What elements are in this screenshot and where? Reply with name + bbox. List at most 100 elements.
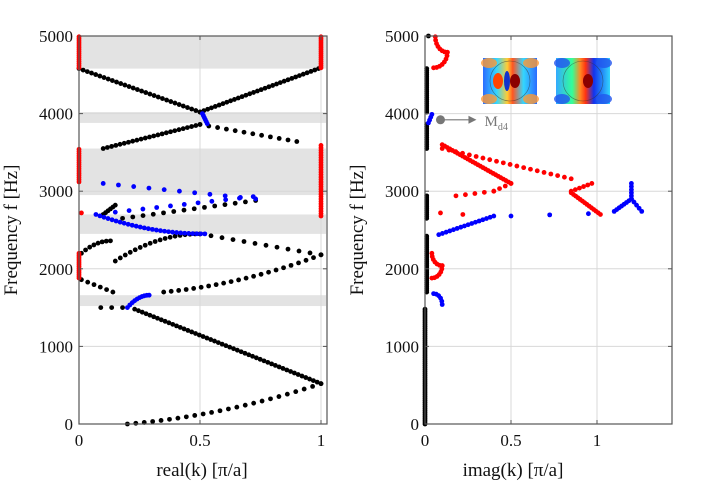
data-point: [507, 162, 513, 167]
data-point: [180, 126, 186, 132]
data-point: [562, 174, 567, 180]
data-point: [189, 106, 195, 112]
data-point: [109, 144, 115, 149]
data-point: [137, 245, 143, 250]
data-point: [280, 366, 286, 371]
data-point: [131, 184, 137, 189]
data-point: [453, 193, 459, 199]
data-point: [161, 210, 166, 216]
data-point: [183, 287, 189, 292]
data-point: [151, 133, 157, 139]
data-point: [453, 149, 459, 155]
data-point: [206, 283, 212, 289]
data-point: [209, 105, 214, 111]
data-point: [242, 402, 248, 408]
data-point: [97, 73, 103, 79]
data-point: [168, 129, 173, 135]
data-point: [270, 83, 276, 88]
axes-box: [424, 35, 673, 425]
data-point: [95, 240, 101, 246]
data-point: [473, 154, 479, 159]
bandgap-shade: [80, 36, 326, 69]
plot-area: [425, 36, 672, 424]
data-point: [190, 231, 196, 237]
data-point: [284, 367, 290, 373]
data-point: [307, 376, 312, 382]
data-point: [108, 238, 113, 244]
data-point: [154, 205, 160, 210]
data-point: [238, 349, 244, 355]
data-point: [476, 218, 482, 224]
data-point: [547, 212, 553, 218]
data-point: [250, 353, 255, 359]
annotation-subscript: d4: [498, 122, 508, 133]
data-point: [247, 91, 253, 97]
data-point: [167, 234, 173, 240]
inset-core: [583, 74, 593, 88]
data-point: [443, 229, 449, 235]
data-point: [231, 346, 236, 352]
data-point: [296, 260, 301, 266]
data-point: [293, 74, 299, 80]
data-point: [181, 326, 187, 332]
data-point: [142, 135, 148, 141]
data-point: [257, 356, 263, 362]
data-point: [274, 244, 280, 250]
data-point: [132, 306, 138, 312]
data-point: [300, 71, 306, 77]
data-point: [101, 75, 107, 80]
data-point: [288, 262, 294, 268]
data-point: [130, 138, 136, 144]
data-point: [158, 418, 164, 423]
data-point: [126, 84, 132, 89]
data-point: [176, 102, 182, 107]
inset-mode-shape-2: [554, 58, 612, 104]
data-point: [171, 209, 177, 214]
data-point: [473, 219, 478, 225]
data-point: [200, 411, 206, 417]
data-point: [100, 181, 106, 186]
x-axis-label: imag(k) [π/a]: [463, 460, 564, 481]
data-point: [154, 227, 159, 233]
data-point: [112, 202, 118, 208]
data-point: [297, 73, 302, 79]
data-point: [159, 131, 165, 137]
x-tick-label: 0: [421, 431, 430, 450]
data-point: [143, 311, 149, 317]
data-point: [454, 226, 460, 231]
series-blue: [426, 111, 645, 307]
data-point: [263, 242, 269, 248]
data-point: [147, 312, 153, 318]
data-point: [215, 125, 221, 130]
data-point: [242, 350, 248, 356]
data-point: [469, 221, 475, 226]
data-point: [251, 400, 257, 406]
data-point: [181, 207, 187, 213]
data-point: [243, 199, 248, 205]
data-point: [294, 139, 300, 144]
data-point: [234, 404, 240, 410]
data-point: [207, 191, 213, 197]
data-point: [147, 91, 153, 97]
data-point: [258, 87, 264, 93]
data-point: [135, 87, 140, 92]
data-point: [285, 137, 291, 143]
inset-lobe: [523, 94, 539, 104]
data-point: [193, 108, 199, 113]
data-point: [314, 379, 320, 385]
data-point: [458, 224, 464, 230]
data-point: [109, 217, 115, 223]
data-point: [161, 187, 167, 193]
data-point: [246, 352, 252, 358]
data-point: [541, 170, 547, 175]
data-point: [122, 82, 128, 88]
data-point: [97, 213, 103, 219]
data-point: [198, 231, 204, 237]
data-point: [500, 160, 506, 166]
bandgap-shade: [80, 148, 326, 192]
data-point: [157, 237, 163, 243]
data-point: [438, 210, 443, 216]
inset-core: [510, 74, 520, 88]
data-point: [232, 128, 238, 134]
data-point: [133, 420, 139, 426]
